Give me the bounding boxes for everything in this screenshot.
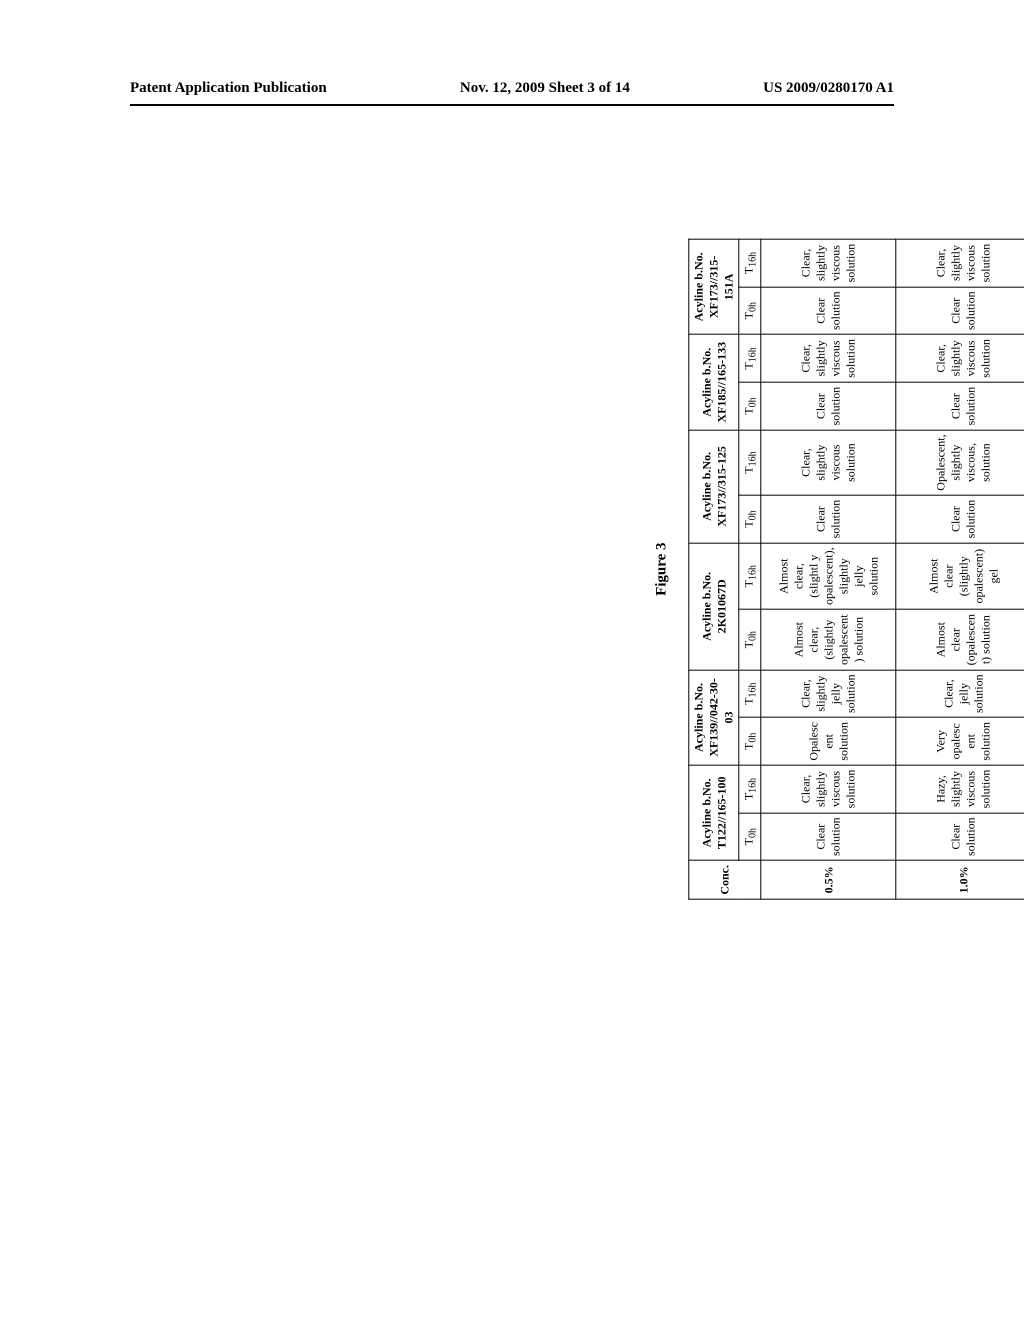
- cell: Clear solution: [761, 495, 896, 543]
- cell: Clear solution: [761, 287, 896, 335]
- cell: Clear, slightly viscous solution: [896, 239, 1024, 287]
- batch-header-4: Acyline b.No.XF185//165-133: [689, 335, 739, 430]
- cell: Hazy, slightly viscous solution: [896, 765, 1024, 813]
- time-t0: T0h: [739, 382, 761, 430]
- cell: Clear, slightly viscous solution: [761, 765, 896, 813]
- batch-header-5: Acyline b.No.XF173//315-151A: [689, 239, 739, 334]
- table-row: 0.5% Clear solution Clear, slightly visc…: [761, 239, 896, 899]
- cell: Clear solution: [896, 287, 1024, 335]
- batch-header-3: Acyline b.No.XF173//315-125: [689, 430, 739, 543]
- cell: Almost clear (slightly opalescent) gel: [896, 543, 1024, 610]
- time-t16: T16h: [739, 335, 761, 383]
- time-t0: T0h: [739, 287, 761, 335]
- col-conc-header: Conc.: [689, 861, 761, 900]
- table-row: 1.0% Clear solution Hazy, slightly visco…: [896, 239, 1024, 899]
- cell: Clear, slightly viscous solution: [761, 335, 896, 383]
- time-t16: T16h: [739, 765, 761, 813]
- batch-header-2: Acyline b.No.2K01067D: [689, 543, 739, 670]
- cell: Opalesc ent solution: [761, 717, 896, 765]
- cell: Clear, jelly solution: [896, 670, 1024, 718]
- cell: Clear, slightly viscous solution: [761, 430, 896, 495]
- cell: Clear solution: [761, 813, 896, 861]
- cell: Clear solution: [896, 813, 1024, 861]
- cell: Very opalesc ent solution: [896, 717, 1024, 765]
- header-left: Patent Application Publication: [130, 80, 327, 97]
- time-t16: T16h: [739, 239, 761, 287]
- data-table: Conc. Acyline b.No.T122//165-100 Acyline…: [688, 239, 1024, 900]
- time-t0: T0h: [739, 813, 761, 861]
- time-t16: T16h: [739, 430, 761, 495]
- page-header: Patent Application Publication Nov. 12, …: [0, 80, 1024, 97]
- cell: Almost clear (opalescen t) solution: [896, 610, 1024, 670]
- figure-area: Figure 3 Conc. Acyline b.No.T122//165-10…: [653, 239, 1024, 900]
- row-conc: 1.0%: [896, 861, 1024, 900]
- cell: Almost clear, (slightly opalescent ) sol…: [761, 610, 896, 670]
- cell: Clear, slightly jelly solution: [761, 670, 896, 718]
- time-t16: T16h: [739, 543, 761, 610]
- cell: Clear solution: [896, 495, 1024, 543]
- time-t0: T0h: [739, 717, 761, 765]
- cell: Opalescent, slightly viscous, solution: [896, 430, 1024, 495]
- cell: Clear solution: [761, 382, 896, 430]
- cell: Clear solution: [896, 382, 1024, 430]
- time-t0: T0h: [739, 495, 761, 543]
- header-right: US 2009/0280170 A1: [763, 80, 894, 97]
- header-center: Nov. 12, 2009 Sheet 3 of 14: [460, 80, 630, 97]
- cell: Clear, slightly viscous solution: [761, 239, 896, 287]
- batch-header-0: Acyline b.No.T122//165-100: [689, 765, 739, 860]
- cell: Clear, slightly viscous solution: [896, 335, 1024, 383]
- header-rule: [130, 104, 894, 106]
- row-conc: 0.5%: [761, 861, 896, 900]
- time-t16: T16h: [739, 670, 761, 718]
- time-t0: T0h: [739, 610, 761, 670]
- figure-label: Figure 3: [653, 239, 670, 900]
- cell: Almost clear,(slightl y opalescent), sli…: [761, 543, 896, 610]
- batch-header-1: Acyline b.No.XF139//042-30-03: [689, 670, 739, 765]
